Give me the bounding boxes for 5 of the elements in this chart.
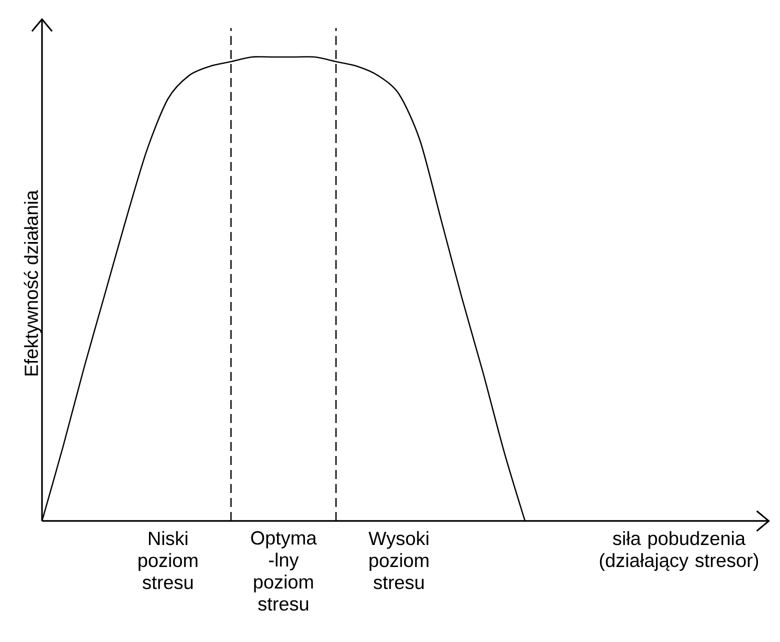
x-axis-title: siła pobudzenia (działający stresor): [600, 531, 758, 571]
text: Niski poziom stresu: [138, 531, 198, 590]
y-axis-title: Efektywność działania: [24, 190, 42, 376]
text: Wysoki poziom stresu: [368, 531, 428, 590]
text: Optyma -lny poziom stresu: [251, 531, 317, 611]
